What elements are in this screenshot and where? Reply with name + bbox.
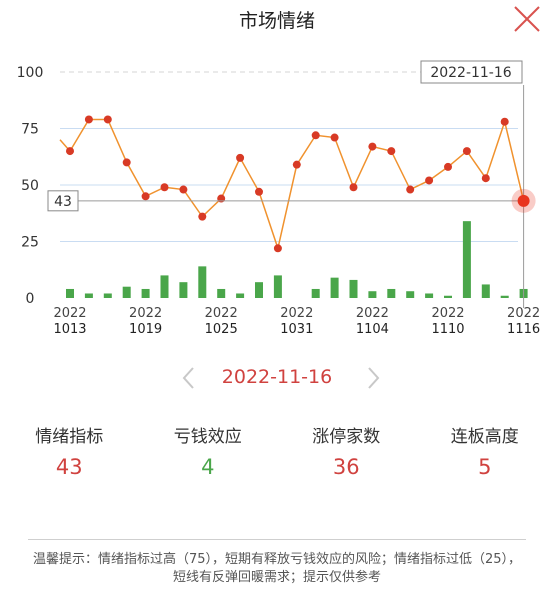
metric-value: 4: [201, 455, 215, 479]
data-point: [425, 176, 434, 185]
bar: [368, 291, 377, 298]
data-point: [103, 115, 112, 124]
data-point: [255, 187, 263, 196]
x-tick-date: 1025: [205, 322, 238, 337]
data-point: [406, 185, 415, 194]
data-point: [330, 133, 339, 142]
metric-sentiment: 情绪指标 43: [0, 422, 139, 482]
x-tick-date: 1013: [53, 322, 86, 337]
data-point: [66, 147, 74, 156]
chevron-left-icon[interactable]: [178, 364, 200, 392]
data-point: [273, 244, 282, 253]
bar: [236, 293, 245, 298]
bar: [160, 275, 169, 298]
metric-label: 情绪指标: [35, 427, 104, 447]
bar: [217, 288, 226, 298]
y-tick-label: 25: [21, 235, 39, 251]
x-tick-year: 2022: [129, 306, 162, 321]
sentiment-line: [59, 118, 525, 252]
x-tick-date: 1116: [507, 322, 540, 337]
x-tick-year: 2022: [205, 306, 238, 321]
metric-value: 43: [55, 455, 83, 479]
data-point: [500, 117, 509, 126]
bar: [406, 291, 415, 298]
data-point: [481, 174, 490, 183]
bar: [481, 284, 490, 298]
crosshair-value-label: 43: [54, 194, 72, 210]
x-tick-year: 2022: [53, 306, 86, 321]
y-tick-label: 50: [21, 178, 39, 194]
metrics-row: 情绪指标 43 亏钱效应 4 涨停家数 36 连板高度 5: [0, 422, 554, 482]
chevron-right-icon[interactable]: [362, 364, 384, 392]
date-navigator: 2022-11-16: [0, 362, 554, 396]
data-point: [217, 194, 226, 203]
data-point: [444, 162, 452, 171]
bar: [462, 221, 471, 298]
data-point: [160, 183, 169, 192]
metric-value: 36: [332, 455, 360, 479]
bar: [122, 286, 131, 298]
data-point: [179, 185, 188, 194]
bar: [273, 275, 282, 298]
current-date: 2022-11-16: [221, 366, 333, 388]
close-icon[interactable]: [512, 4, 542, 34]
metric-label: 连板高度: [450, 427, 519, 447]
bar: [444, 295, 452, 298]
data-point: [292, 160, 301, 169]
bar: [103, 293, 112, 298]
x-tick-date: 1104: [356, 322, 389, 337]
data-point: [311, 131, 320, 140]
x-tick-year: 2022: [280, 306, 313, 321]
sentiment-chart[interactable]: 10075502502022-11-1643202210132022101920…: [0, 45, 554, 345]
divider: [28, 539, 526, 540]
bar: [179, 282, 188, 298]
y-tick-label: 75: [21, 122, 39, 138]
data-point: [462, 147, 471, 156]
data-point: [349, 183, 358, 192]
data-point: [122, 158, 131, 167]
bar: [141, 288, 150, 298]
metric-limit-up-count: 涨停家数 36: [277, 422, 416, 482]
data-point: [387, 147, 396, 156]
bar: [330, 277, 339, 298]
data-point: [198, 212, 207, 221]
y-tick-label: 0: [26, 291, 35, 307]
crosshair-value-box: [47, 190, 79, 212]
x-tick-year: 2022: [356, 306, 389, 321]
bar: [311, 288, 320, 298]
metric-label: 涨停家数: [312, 427, 381, 447]
data-point: [368, 142, 377, 151]
disclaimer-note: 温馨提示：情绪指标过高（75），短期有释放亏钱效应的风险；情绪指标过低（25），…: [32, 552, 522, 585]
bar: [198, 266, 207, 298]
x-tick-date: 1019: [129, 322, 162, 337]
x-tick-date: 1110: [431, 322, 464, 337]
bar: [84, 293, 93, 298]
bar: [500, 295, 509, 298]
bar: [425, 293, 434, 298]
crosshair-date-box: [420, 60, 523, 84]
metric-streak-height: 连板高度 5: [416, 422, 554, 482]
x-tick-year: 2022: [507, 306, 540, 321]
metric-loss-effect: 亏钱效应 4: [139, 422, 278, 482]
y-tick-label: 100: [17, 65, 44, 81]
page-title: 市场情绪: [238, 10, 315, 32]
crosshair-date-label: 2022-11-16: [430, 65, 511, 81]
x-tick-date: 1031: [280, 322, 313, 337]
data-point: [84, 115, 93, 124]
header: 市场情绪: [0, 0, 554, 40]
data-point: [141, 192, 150, 201]
highlight-point: [517, 194, 530, 207]
bar: [255, 282, 263, 298]
bar: [387, 288, 396, 298]
metric-label: 亏钱效应: [173, 427, 242, 447]
data-point: [236, 153, 245, 162]
metric-value: 5: [478, 455, 492, 479]
bar: [66, 288, 74, 298]
x-tick-year: 2022: [431, 306, 464, 321]
bar: [349, 279, 358, 298]
